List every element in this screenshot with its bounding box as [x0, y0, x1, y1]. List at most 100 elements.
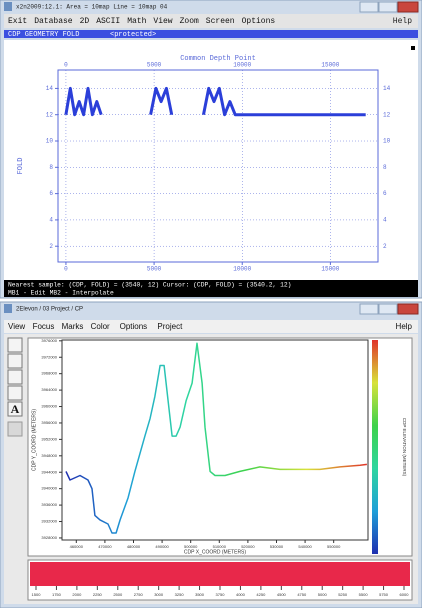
strip-tick-label: 5250 [338, 592, 348, 597]
y-tick-label: 8 [383, 164, 387, 171]
data-line [65, 342, 367, 534]
plot-background [4, 40, 418, 280]
strip-tick-label: 2750 [134, 592, 144, 597]
menu-item[interactable]: 2D [80, 17, 90, 26]
y-tick-label: 3940000 [41, 486, 57, 491]
menu-item[interactable]: Database [34, 17, 73, 26]
maximize-button[interactable] [378, 303, 398, 315]
menu-bar [4, 14, 418, 28]
menu-item[interactable]: Screen [206, 17, 235, 26]
y-tick-label: 6 [49, 190, 53, 197]
y-tick-label: 3976000 [41, 338, 57, 343]
menu-item[interactable]: Math [127, 17, 146, 26]
menu-item[interactable]: Focus [33, 322, 55, 331]
y-tick-label: 12 [383, 111, 391, 118]
y-tick-label: 3932000 [41, 519, 57, 524]
y-tick-label: 3952000 [41, 436, 57, 441]
strip-tick-label: 2500 [113, 592, 123, 597]
x-tick-label: 15000 [321, 266, 339, 273]
close-button[interactable] [397, 1, 419, 13]
y-tick-label: 3972000 [41, 354, 57, 359]
x-tick-label: 530000 [270, 544, 284, 549]
menu-bar [4, 320, 418, 333]
x-tick-label: 460000 [70, 544, 84, 549]
text-tool[interactable] [7, 401, 23, 417]
y-tick-label: 3956000 [41, 420, 57, 425]
y-tick-label: 6 [383, 190, 387, 197]
x-tick-label: 480000 [127, 544, 141, 549]
close-button[interactable] [397, 303, 419, 315]
x-tick-label: 490000 [155, 544, 169, 549]
window-title: x2n2009:12.1: Area = 10map Line = 10map … [16, 4, 168, 11]
x-tick-label: 540000 [298, 544, 312, 549]
help-menu[interactable]: Help [396, 322, 413, 331]
y-tick-label: 2 [49, 243, 53, 250]
x-tick-label: 15000 [321, 62, 339, 69]
maximize-button[interactable] [378, 1, 398, 13]
x-tick-label: 10000 [233, 266, 251, 273]
tool-label: A [11, 402, 20, 416]
menu-item[interactable]: View [8, 322, 25, 331]
strip-tick-label: 5750 [379, 592, 389, 597]
y-tick-label: 14 [383, 85, 391, 92]
header-bar [4, 30, 418, 38]
menu-item[interactable]: View [153, 17, 172, 26]
pick-tool[interactable] [7, 385, 23, 401]
menu-item[interactable]: Options [242, 17, 276, 26]
menu-item[interactable]: Color [91, 322, 110, 331]
y-tick-label: 4 [49, 216, 53, 223]
x-tick-label: 5000 [147, 62, 162, 69]
x-tick-label: 550000 [327, 544, 341, 549]
menu-item[interactable]: Options [120, 322, 148, 331]
x-tick-label: 5000 [147, 266, 162, 273]
y-tick-label: 8 [49, 164, 53, 171]
y-axis-label: CDP Y_COORD (METERS) [31, 409, 37, 471]
x-tick-label: 470000 [98, 544, 112, 549]
menu-item[interactable]: Marks [62, 322, 84, 331]
menu-item[interactable]: ASCII [96, 17, 120, 26]
status-text: Nearest sample: (CDP, FOLD) = (3540, 12)… [8, 282, 291, 289]
y-tick-label: 3948000 [41, 453, 57, 458]
minimize-button[interactable] [359, 303, 379, 315]
window-title: 2Elevon / 03 Project / CP [16, 307, 83, 313]
protected-label: <protected> [110, 31, 156, 39]
corner-marker [411, 46, 415, 50]
select-tool[interactable] [7, 353, 23, 369]
y-tick-label: 10 [383, 138, 391, 145]
y-tick-label: 12 [46, 111, 54, 118]
x-tick-label: 520000 [241, 544, 255, 549]
status-text: MB1 - Edit MB2 - Interpolate [8, 290, 114, 297]
data-line [64, 86, 366, 117]
x-tick-label: 10000 [233, 62, 251, 69]
strip-tick-label: 5000 [318, 592, 328, 597]
home-tool[interactable] [7, 369, 23, 385]
strip-tick-label: 4750 [297, 592, 307, 597]
strip-tick-label: 3750 [216, 592, 226, 597]
y-tick-label: 10 [46, 138, 54, 145]
zoom-tool[interactable] [7, 337, 23, 353]
strip-tick-label: 3250 [175, 592, 185, 597]
y-tick-label: 3968000 [41, 371, 57, 376]
strip-bar [30, 562, 410, 586]
color-bar [372, 340, 378, 554]
y-tick-label: 2 [383, 243, 387, 250]
y-tick-label: 3928000 [41, 535, 57, 540]
minimize-button[interactable] [359, 1, 379, 13]
strip-tick-label: 4500 [277, 592, 287, 597]
header-title: CDP GEOMETRY FOLD [8, 31, 79, 39]
strip-tick-label: 5500 [359, 592, 369, 597]
x-tick-label: 0 [64, 62, 68, 69]
menu-item[interactable]: Project [157, 322, 183, 331]
strip-tick-label: 2250 [93, 592, 103, 597]
help-menu[interactable]: Help [393, 17, 412, 26]
grid-tool[interactable] [7, 421, 23, 437]
colorbar-label: CDP ELEVATION (METERS) [402, 418, 407, 477]
status-bar [4, 280, 418, 297]
y-axis-label: FOLD [17, 158, 25, 175]
y-tick-label: 3960000 [41, 404, 57, 409]
menu-item[interactable]: Zoom [180, 17, 199, 26]
menu-item[interactable]: Exit [8, 17, 27, 26]
strip-tick-label: 2000 [72, 592, 82, 597]
app-icon [4, 2, 12, 11]
